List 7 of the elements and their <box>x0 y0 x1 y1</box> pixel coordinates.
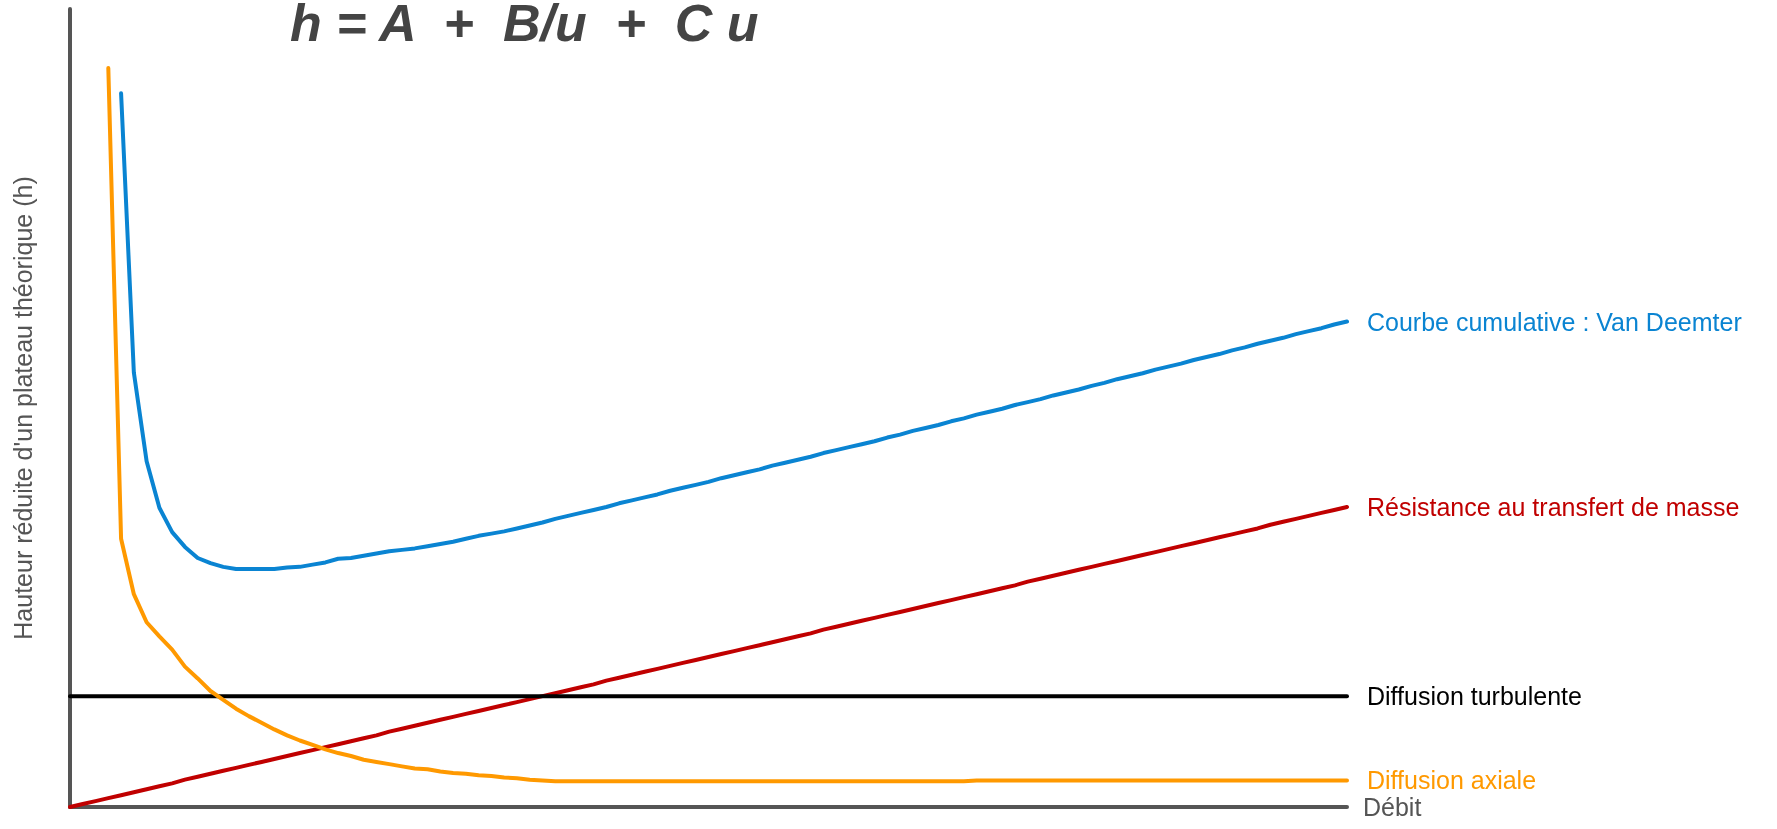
series-label: Diffusion axiale <box>1367 766 1537 795</box>
x-axis-title: Débit <box>1363 793 1422 821</box>
y-axis-title: Hauteur réduite d'un plateau théorique (h) <box>8 176 37 640</box>
series-label: Diffusion turbulente <box>1367 682 1582 711</box>
series-label: Résistance au transfert de masse <box>1367 493 1740 522</box>
chart-title: h = A + B/u + C u <box>290 0 759 52</box>
series-label: Courbe cumulative : Van Deemter <box>1367 307 1742 336</box>
